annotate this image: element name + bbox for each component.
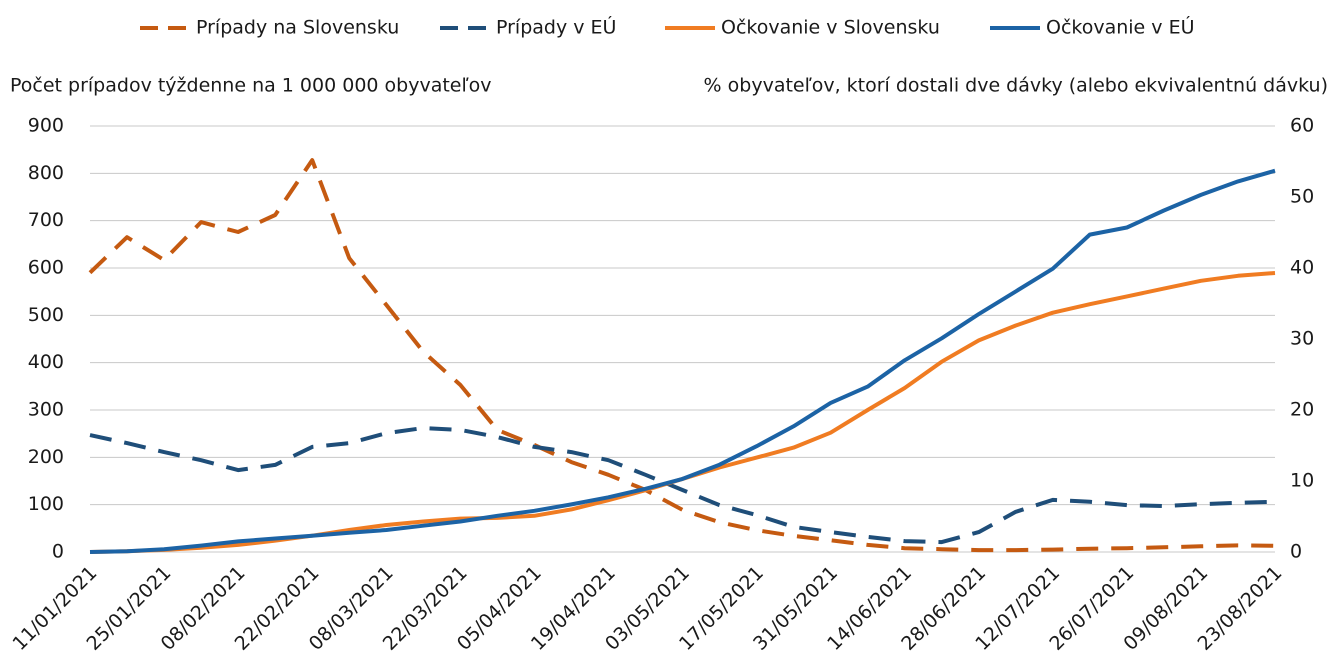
y2-tick-label: 60 <box>1290 115 1314 137</box>
y-tick-label: 400 <box>28 351 64 373</box>
legend-label: Očkovanie v EÚ <box>1046 15 1194 39</box>
series-line <box>89 426 1276 545</box>
y2-tick-label: 50 <box>1290 186 1314 208</box>
series-line <box>88 158 1276 553</box>
y-tick-label: 600 <box>28 257 64 279</box>
y-tick-label: 300 <box>28 399 64 421</box>
y-tick-label: 800 <box>28 162 64 184</box>
y2-tick-label: 20 <box>1290 399 1314 421</box>
y-tick-label: 700 <box>28 209 64 231</box>
y2-tick-label: 0 <box>1290 541 1302 563</box>
legend-label: Očkovanie v Slovensku <box>721 17 940 39</box>
y-tick-label: 900 <box>28 115 64 137</box>
y2-tick-label: 30 <box>1290 328 1314 350</box>
legend-label: Prípady na Slovensku <box>196 17 399 39</box>
y-tick-label: 0 <box>52 541 64 563</box>
y2-axis-title: % obyvateľov, ktorí dostali dve dávky (a… <box>704 75 1328 97</box>
y2-tick-label: 10 <box>1290 470 1314 492</box>
y-tick-label: 500 <box>28 304 64 326</box>
y-tick-label: 100 <box>28 493 64 515</box>
series-line <box>89 168 1276 554</box>
y2-tick-label: 40 <box>1290 257 1314 279</box>
y-axis-title: Počet prípadov týždenne na 1 000 000 oby… <box>10 75 492 97</box>
legend-label: Prípady v EÚ <box>496 15 616 39</box>
y-tick-label: 200 <box>28 446 64 468</box>
